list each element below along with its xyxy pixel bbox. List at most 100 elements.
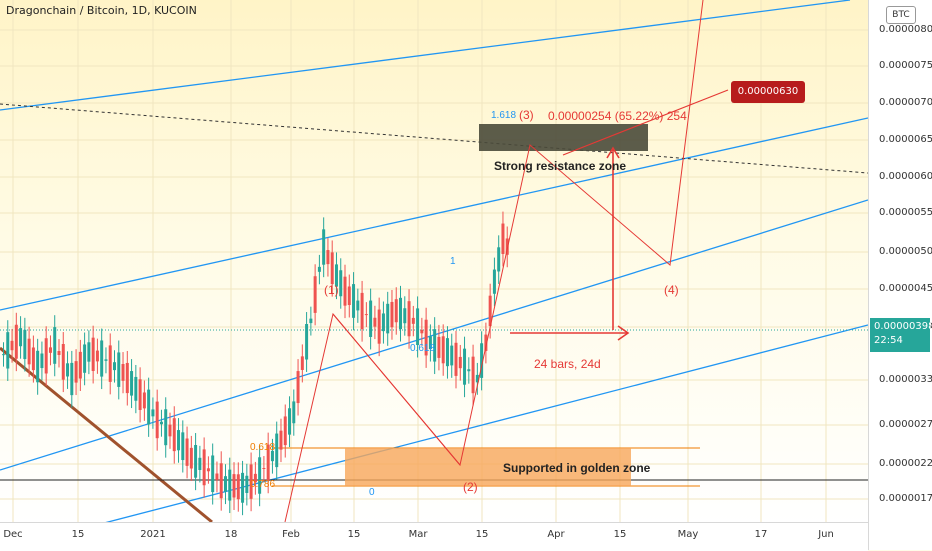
candle-body <box>497 247 501 272</box>
candle-body <box>322 229 326 265</box>
x-tick-label: 2021 <box>140 529 166 540</box>
fib-1618-top: 1.618 <box>491 110 517 121</box>
candle-body <box>450 345 454 366</box>
wave-label-1: (1) <box>324 283 339 297</box>
resistance-label: Strong resistance zone <box>494 159 627 173</box>
candle-body <box>83 344 87 373</box>
candle-body <box>134 376 138 401</box>
candle-body <box>181 432 185 461</box>
candle-body <box>117 352 121 387</box>
candle-body <box>228 469 232 501</box>
plot-area[interactable]: Dragonchain / Bitcoin, 1D, KUCOIN (1) (2… <box>0 0 868 522</box>
candle-body <box>403 308 407 324</box>
candle-body <box>61 344 65 380</box>
candle-body <box>300 356 304 370</box>
candle-body <box>151 409 155 417</box>
dashed-trendline <box>0 103 868 174</box>
candle-body <box>347 286 351 306</box>
candle-body <box>142 392 146 409</box>
candle-body <box>112 362 116 371</box>
candle-body <box>364 314 368 316</box>
candle-body <box>471 356 475 394</box>
x-tick-label: 15 <box>475 529 489 540</box>
candle-body <box>339 270 343 297</box>
candle-body <box>428 336 432 350</box>
candle-body <box>185 438 189 466</box>
candle-body <box>40 353 44 369</box>
candle-body <box>138 379 142 410</box>
currency-badge[interactable]: BTC <box>886 6 916 24</box>
x-tick-label: Feb <box>282 529 300 540</box>
resistance-zone <box>479 124 648 151</box>
candle-body <box>266 444 270 481</box>
candle-body <box>206 468 210 472</box>
candle-body <box>381 313 385 332</box>
candle-body <box>373 317 377 327</box>
candle-body <box>198 457 202 471</box>
candle-body <box>475 374 479 383</box>
candle-body <box>317 266 321 272</box>
x-tick-label: 15 <box>613 529 627 540</box>
candle-body <box>334 264 338 287</box>
fib-0786-left: 0.786 <box>250 479 276 490</box>
time-axis[interactable]: Dec 15 2021 18 Feb 15 Mar 15 Apr 15 May 17 Jun <box>0 522 868 551</box>
elliott-wave-path <box>284 0 704 522</box>
candle-body <box>480 343 484 378</box>
candle-body <box>164 409 168 446</box>
candle-body <box>19 328 23 347</box>
current-price-value: 0.00000398 <box>874 321 932 332</box>
x-tick-label: Jun <box>818 529 834 540</box>
candle-body <box>458 356 462 369</box>
x-tick-label: 15 <box>347 529 361 540</box>
candle-body <box>356 300 360 311</box>
candle-body <box>411 317 415 324</box>
channel-level-0: 0 <box>369 487 375 498</box>
x-tick-label: 17 <box>754 529 768 540</box>
candle-body <box>121 364 125 381</box>
candle-body <box>194 445 198 478</box>
target-line <box>562 89 729 156</box>
candle-body <box>177 430 181 451</box>
candle-body <box>70 362 74 396</box>
candle-body <box>104 359 108 361</box>
candle-body <box>189 447 193 469</box>
channel-level-1: 1 <box>450 256 456 267</box>
fib-0618-left: 0.618 <box>250 442 276 453</box>
candle-body <box>309 318 313 324</box>
candle-body <box>236 474 240 500</box>
candle-body <box>253 473 257 483</box>
candle-body <box>147 389 151 425</box>
channel-line <box>105 324 868 522</box>
candle-body <box>172 418 176 452</box>
candle-body <box>492 269 496 294</box>
x-tick-label: Dec <box>3 529 23 540</box>
candle-body <box>14 324 18 359</box>
candle-body <box>488 295 492 327</box>
candle-body <box>262 467 266 469</box>
candle-body <box>100 340 104 377</box>
candle-body <box>66 363 70 377</box>
channel-level-0618: 0.618 <box>410 343 436 354</box>
candle-body <box>130 371 134 396</box>
candle-body <box>433 329 437 362</box>
candle-body <box>223 476 227 492</box>
wave-label-2: (2) <box>463 480 478 494</box>
candle-body <box>394 299 398 323</box>
candle-body <box>211 455 215 493</box>
current-price-badge: 0.00000398 22:54 <box>870 318 932 352</box>
candle-body <box>424 319 428 356</box>
candle-body <box>369 300 373 337</box>
candle-body <box>31 347 35 371</box>
candle-body <box>6 332 10 369</box>
chart-title: Dragonchain / Bitcoin, 1D, KUCOIN <box>6 4 197 17</box>
candle-body <box>78 351 82 379</box>
candle-body <box>360 292 364 330</box>
